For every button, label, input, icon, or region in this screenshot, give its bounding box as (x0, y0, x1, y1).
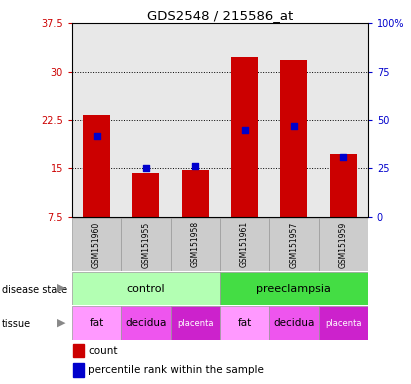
Bar (280, 60, 307, 217)
Text: control: control (127, 283, 165, 294)
Bar (220, 272, 368, 305)
Point (143, 165, 149, 171)
Bar (231, 57, 258, 217)
Bar (269, 218, 319, 271)
Bar (171, 306, 220, 340)
Bar (319, 306, 368, 340)
Bar (74, 363, 84, 377)
Text: ▶: ▶ (58, 283, 66, 293)
Text: preeclampsia: preeclampsia (256, 283, 331, 294)
Bar (182, 170, 209, 217)
Bar (330, 154, 357, 217)
Bar (220, 306, 269, 340)
Point (291, 123, 297, 129)
Bar (74, 344, 84, 358)
Point (93, 133, 100, 139)
Point (241, 127, 248, 133)
Text: tissue: tissue (2, 319, 31, 329)
Text: fat: fat (90, 318, 104, 328)
Text: GSM151961: GSM151961 (240, 221, 249, 268)
Text: fat: fat (238, 318, 252, 328)
Bar (171, 218, 220, 271)
Text: placenta: placenta (177, 319, 213, 328)
Text: GSM151959: GSM151959 (339, 221, 348, 268)
Text: placenta: placenta (325, 319, 361, 328)
Text: percentile rank within the sample: percentile rank within the sample (88, 365, 264, 376)
Bar (121, 306, 171, 340)
Text: ▶: ▶ (58, 318, 66, 328)
Point (192, 163, 199, 169)
Title: GDS2548 / 215586_at: GDS2548 / 215586_at (147, 9, 293, 22)
Text: GSM151958: GSM151958 (191, 221, 200, 268)
Bar (72, 218, 121, 271)
Text: disease state: disease state (2, 285, 67, 295)
Bar (72, 272, 220, 305)
Bar (220, 218, 269, 271)
Bar (319, 218, 368, 271)
Bar (83, 116, 110, 217)
Point (340, 154, 346, 160)
Bar (72, 306, 121, 340)
Text: GSM151955: GSM151955 (141, 221, 150, 268)
Text: count: count (88, 346, 118, 356)
Text: decidua: decidua (273, 318, 314, 328)
Bar (269, 306, 319, 340)
Text: GSM151957: GSM151957 (289, 221, 298, 268)
Text: GSM151960: GSM151960 (92, 221, 101, 268)
Bar (132, 173, 159, 217)
Text: decidua: decidua (125, 318, 166, 328)
Bar (121, 218, 171, 271)
